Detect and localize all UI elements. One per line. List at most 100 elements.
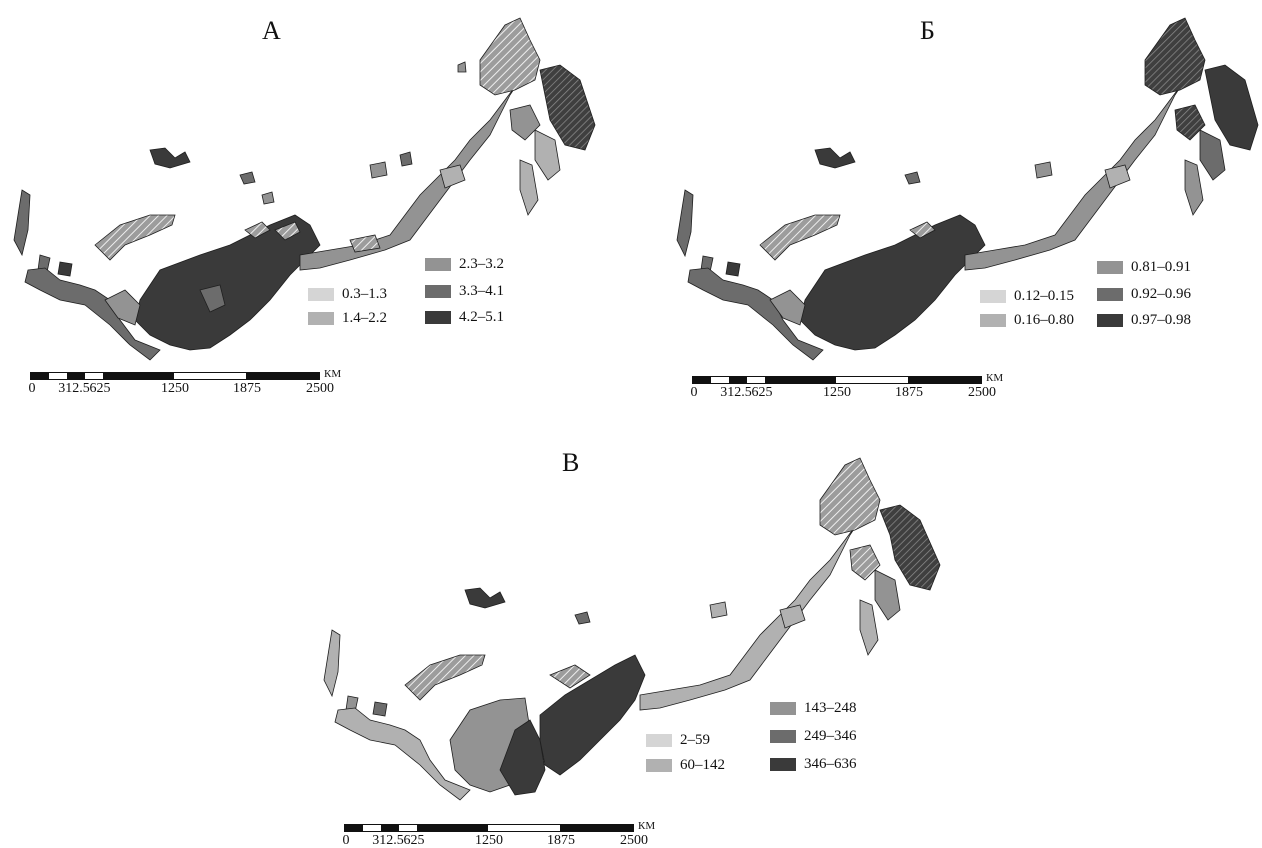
legend-item: 346–636 [770,757,857,772]
legend-item: 2.3–3.2 [425,257,504,272]
map-region [334,707,471,801]
map-region [964,79,1186,271]
scale-bar-track [344,824,634,832]
legend-label: 0.16–0.80 [1014,312,1074,328]
map-region [759,214,841,261]
legend-label: 0.92–0.96 [1131,286,1191,302]
scale-tick: 625 [751,385,773,400]
map-region [13,189,31,257]
map-region [534,129,561,181]
legend-item: 4.2–5.1 [425,310,504,325]
scale-tick: 0 [28,381,36,396]
scale-tick: 0 [690,385,698,400]
map-region [574,611,591,625]
map-region [1199,129,1226,181]
map-region [244,221,271,239]
map-region [261,191,275,205]
map-region [399,151,413,167]
legend-item: 0.97–0.98 [1097,313,1191,328]
map-region [549,664,591,689]
scale-bar: КМ 0 312.5 625 1250 1875 2500 [343,821,656,848]
map-region [104,289,141,326]
legend-label: 143–248 [804,700,857,716]
map-region [479,17,541,96]
legend-swatch [1097,261,1123,274]
scale-tick: 625 [403,833,425,848]
map-region [1204,64,1259,151]
scale-tick: 312.5 [372,833,404,848]
legend-label: 0.81–0.91 [1131,259,1191,275]
map-region [404,654,486,701]
map-region [799,214,986,351]
map-region [874,569,901,621]
map-region [372,701,388,717]
map-region [57,261,73,277]
map-region [457,61,467,73]
map-region [904,171,921,185]
legend-item: 0.92–0.96 [1097,287,1191,302]
map-region [687,267,824,361]
map-region [1104,164,1131,189]
legend-label: 0.12–0.15 [1014,288,1074,304]
legend-item: 2–59 [646,733,710,748]
map-region [819,457,881,536]
legend-label: 249–346 [804,728,857,744]
scale-unit: КМ [638,820,656,832]
legend-swatch [770,730,796,743]
legend-label: 0.3–1.3 [342,286,387,302]
scale-tick: 1250 [161,381,189,396]
region-map [323,457,941,801]
scale-tick: 1875 [547,833,575,848]
map-region [239,171,256,185]
map-region [134,214,321,351]
map-panel-a: А [0,0,620,420]
legend-item: 0.81–0.91 [1097,260,1191,275]
legend-item: 60–142 [646,758,725,773]
map-region [725,261,741,277]
panel-title: В [562,448,580,477]
map-region [539,654,646,776]
scale-unit: КМ [324,368,342,380]
legend-label: 2.3–3.2 [459,256,504,272]
map-region [1174,104,1206,141]
panel-title: Б [920,16,935,45]
legend-swatch [1097,314,1123,327]
legend-label: 1.4–2.2 [342,310,387,326]
legend-label: 0.97–0.98 [1131,312,1191,328]
scale-tick: 1250 [475,833,503,848]
legend-swatch [1097,288,1123,301]
legend-swatch [646,734,672,747]
legend-swatch [980,314,1006,327]
map-region [323,629,341,698]
map-region [464,587,506,609]
region-map [676,17,1259,361]
map-region [24,267,161,361]
map-region [1144,17,1206,96]
map-region [909,221,936,239]
legend-item: 3.3–4.1 [425,284,504,299]
map-region [1034,161,1053,179]
legend-item: 143–248 [770,701,857,716]
scale-bar: КМ 0 312.5 625 1250 1875 2500 [28,369,342,396]
scale-tick: 1875 [233,381,261,396]
map-region [709,601,728,619]
scale-tick: 625 [89,381,111,396]
map-region [439,164,466,189]
map-region [199,284,226,313]
scale-bar-track [30,372,320,380]
legend-swatch [308,288,334,301]
map-region [369,161,388,179]
map-region [349,234,381,253]
scale-tick: 2500 [620,833,648,848]
legend-item: 0.3–1.3 [308,287,387,302]
map-region [639,519,861,711]
legend-swatch [425,258,451,271]
legend-swatch [980,290,1006,303]
legend-label: 60–142 [680,757,725,773]
scale-tick: 2500 [306,381,334,396]
legend-label: 2–59 [680,732,710,748]
scale-tick: 312.5 [720,385,752,400]
map-panel-c: В 2–59 60–142 [300,430,1000,848]
map-region [769,289,806,326]
map-panel-b: Б 0.12–0.15 0.16–0.80 [640,0,1262,420]
